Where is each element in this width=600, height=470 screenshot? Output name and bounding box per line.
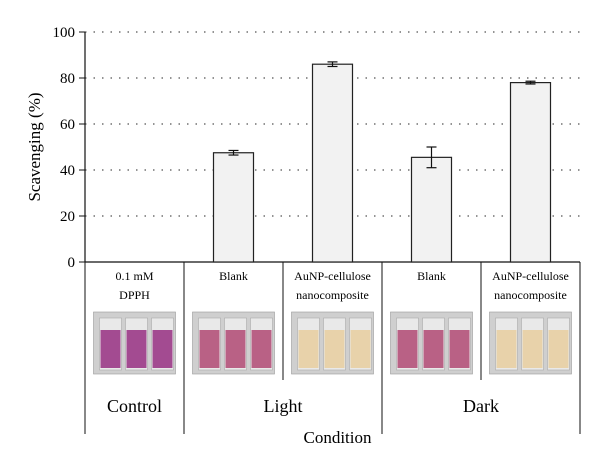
- category-label: 0.1 mM: [115, 269, 153, 283]
- cuvette-liquid: [251, 330, 272, 368]
- category-label: DPPH: [119, 288, 150, 302]
- y-axis-label: Scavenging (%): [25, 92, 44, 201]
- cuvette-liquid: [126, 330, 147, 368]
- category-label: AuNP-cellulose: [492, 269, 569, 283]
- group-label: Control: [107, 396, 162, 416]
- cuvette-liquid: [496, 330, 517, 368]
- y-tick-label: 0: [68, 255, 76, 271]
- cuvette-liquid: [449, 330, 470, 368]
- bars: [212, 61, 552, 263]
- cuvette-liquid: [152, 330, 173, 368]
- group-label: Light: [264, 396, 303, 416]
- cuvette-liquid: [298, 330, 319, 368]
- bar: [311, 63, 354, 263]
- y-tick-label: 80: [60, 71, 75, 87]
- cuvette-liquid: [548, 330, 569, 368]
- cuvette-liquid: [350, 330, 371, 368]
- cuvette-liquid: [100, 330, 121, 368]
- category-label: AuNP-cellulose: [294, 269, 371, 283]
- x-axis-label: Condition: [303, 428, 372, 447]
- y-tick-label: 100: [53, 25, 76, 41]
- category-label: nanocomposite: [494, 288, 567, 302]
- cuvette-liquid: [423, 330, 444, 368]
- category-label: nanocomposite: [296, 288, 369, 302]
- category-label: Blank: [219, 269, 248, 283]
- y-tick-label: 60: [60, 117, 75, 133]
- cuvette-liquid: [522, 330, 543, 368]
- bar: [410, 156, 453, 263]
- condition-table: 0.1 mM DPPH Blank AuNP-cellulose nanocomposi…: [84, 262, 581, 434]
- y-tick-label: 20: [60, 209, 75, 225]
- group-label: Dark: [463, 396, 499, 416]
- cuvette-liquid: [324, 330, 345, 368]
- category-label: Blank: [417, 269, 446, 283]
- bar: [509, 81, 552, 263]
- cuvette-liquid: [397, 330, 418, 368]
- y-tick-labels: 0 20 40 60 80 100: [53, 25, 76, 271]
- cuvette-liquid: [225, 330, 246, 368]
- y-tick-label: 40: [60, 163, 75, 179]
- bar: [212, 152, 255, 263]
- cuvette-liquid: [199, 330, 220, 368]
